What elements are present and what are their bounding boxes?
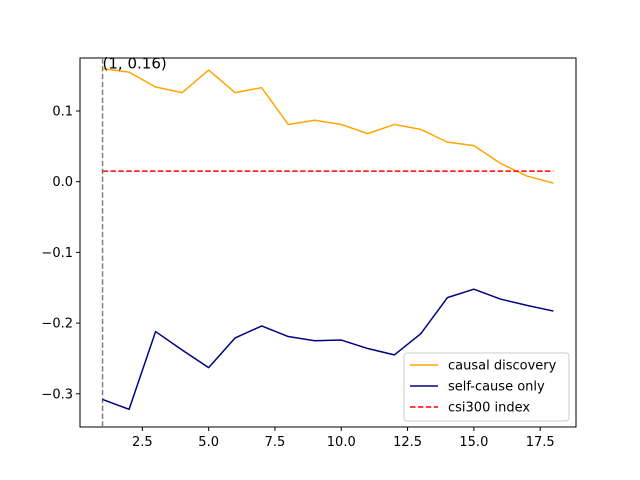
plot-area: 2.5 5.0 7.5 10.0 12.5 15.0 17.5 0.1 0.0 −0.1 −0.2… [41,55,577,450]
y-tick-label: 0.1 [52,105,73,120]
x-tick-label: 10.0 [327,435,356,450]
y-tick-label: −0.3 [41,387,73,402]
legend-label-0: causal discovery [448,359,557,374]
x-tick-label: 2.5 [132,435,153,450]
legend-label-1: self-cause only [448,380,545,395]
x-tick-label: 17.5 [526,435,555,450]
y-axis-ticks: 0.1 0.0 −0.1 −0.2 −0.3 [41,105,80,402]
y-tick-label: 0.0 [52,175,73,190]
x-tick-label: 5.0 [198,435,219,450]
legend: causal discovery self-cause only csi300 in… [403,352,570,422]
x-tick-label: 12.5 [393,435,422,450]
axes-frame [79,57,577,428]
x-tick-label: 15.0 [459,435,488,450]
y-tick-label: −0.1 [41,246,73,261]
point-annotation: (1, 0.16) [103,55,167,73]
x-tick-label: 7.5 [265,435,286,450]
series-line-1 [102,288,554,411]
y-tick-label: −0.2 [41,317,73,332]
series-layer [101,58,554,427]
legend-box [403,352,570,422]
series-line-0 [102,67,554,184]
legend-label-2: csi300 index [448,401,530,416]
x-axis-ticks: 2.5 5.0 7.5 10.0 12.5 15.0 17.5 [132,427,555,450]
